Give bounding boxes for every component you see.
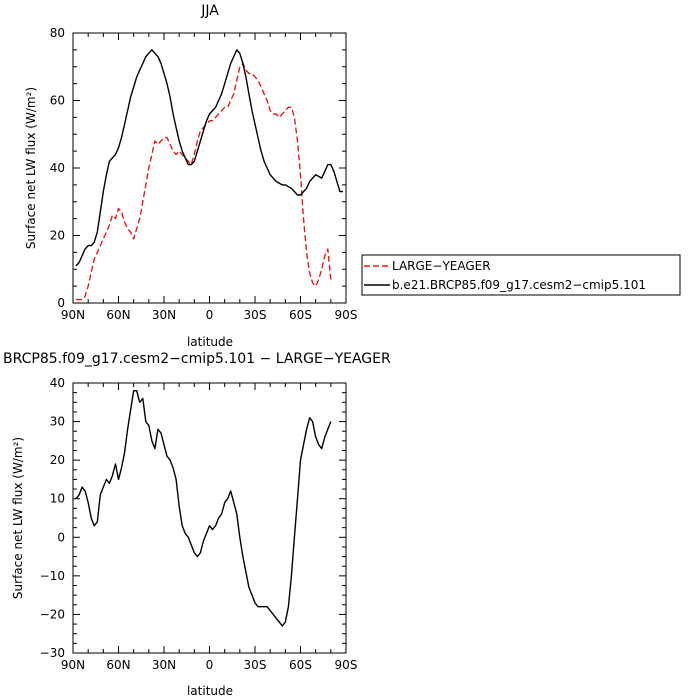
chart-title: BRCP85.f09_g17.cesm2−cmip5.101 − LARGE−Y… (3, 351, 391, 367)
series-line-large-yeager (76, 62, 332, 301)
y-tick-label: 0 (57, 296, 65, 310)
legend-label-cesm: b.e21.BRCP85.f09_g17.cesm2−cmip5.101 (392, 278, 646, 292)
x-tick-label: 90N (61, 308, 85, 322)
x-tick-label: 0 (206, 308, 214, 322)
plot-frame (72, 32, 347, 304)
y-tick-label: 20 (50, 453, 65, 467)
legend: LARGE−YEAGER b.e21.BRCP85.f09_g17.cesm2−… (361, 254, 681, 296)
y-tick-label: 80 (50, 26, 65, 40)
chart-bottom-difference: BRCP85.f09_g17.cesm2−cmip5.101 − LARGE−Y… (3, 351, 391, 698)
y-tick-label: 30 (50, 415, 65, 429)
y-tick-label: 60 (50, 94, 65, 108)
series-group (75, 49, 343, 301)
y-tick-label: −20 (40, 607, 65, 621)
x-tick-label: 90S (335, 308, 358, 322)
series-line-difference (75, 390, 332, 627)
x-tick-label: 90S (335, 658, 358, 672)
y-axis-label: Surface net LW flux (W/m²) (11, 437, 25, 599)
x-tick-label: 30S (244, 308, 267, 322)
y-tick-label: 40 (50, 376, 65, 390)
y-axis-ticks: −30 −20 −10 0 10 20 30 40 (40, 376, 346, 660)
x-tick-label: 90N (61, 658, 85, 672)
y-axis-ticks: 0 20 40 60 80 (50, 26, 346, 310)
series-line-b-e21-brcp85-f09-g17-cesm2-cmip5-101 (75, 49, 343, 267)
y-tick-label: −30 (40, 646, 65, 660)
legend-box (361, 254, 681, 296)
chart-title: JJA (200, 3, 219, 19)
x-tick-label: 30N (152, 308, 176, 322)
chart-top-jja: JJA 90N 60N 30N 0 30S 60S 90S 0 20 40 60 80 latitu… (24, 3, 681, 349)
x-tick-label: 60S (289, 308, 312, 322)
x-tick-label: 60S (289, 658, 312, 672)
y-tick-label: 40 (50, 161, 65, 175)
x-axis-label: latitude (187, 684, 233, 698)
x-tick-label: 60N (106, 308, 130, 322)
x-axis-ticks: 90N 60N 30N 0 30S 60S 90S (61, 383, 358, 672)
series-group (75, 390, 332, 627)
y-tick-label: 20 (50, 229, 65, 243)
x-axis-ticks: 90N 60N 30N 0 30S 60S 90S (61, 33, 358, 322)
x-tick-label: 30N (152, 658, 176, 672)
x-axis-label: latitude (187, 335, 233, 349)
legend-label-large-yeager: LARGE−YEAGER (392, 259, 491, 273)
x-tick-label: 60N (106, 658, 130, 672)
y-tick-label: −10 (40, 569, 65, 583)
y-tick-label: 0 (57, 530, 65, 544)
y-axis-label: Surface net LW flux (W/m²) (24, 87, 38, 249)
x-tick-label: 0 (206, 658, 214, 672)
plot-frame (72, 382, 347, 654)
y-tick-label: 10 (50, 492, 65, 506)
x-tick-label: 30S (244, 658, 267, 672)
